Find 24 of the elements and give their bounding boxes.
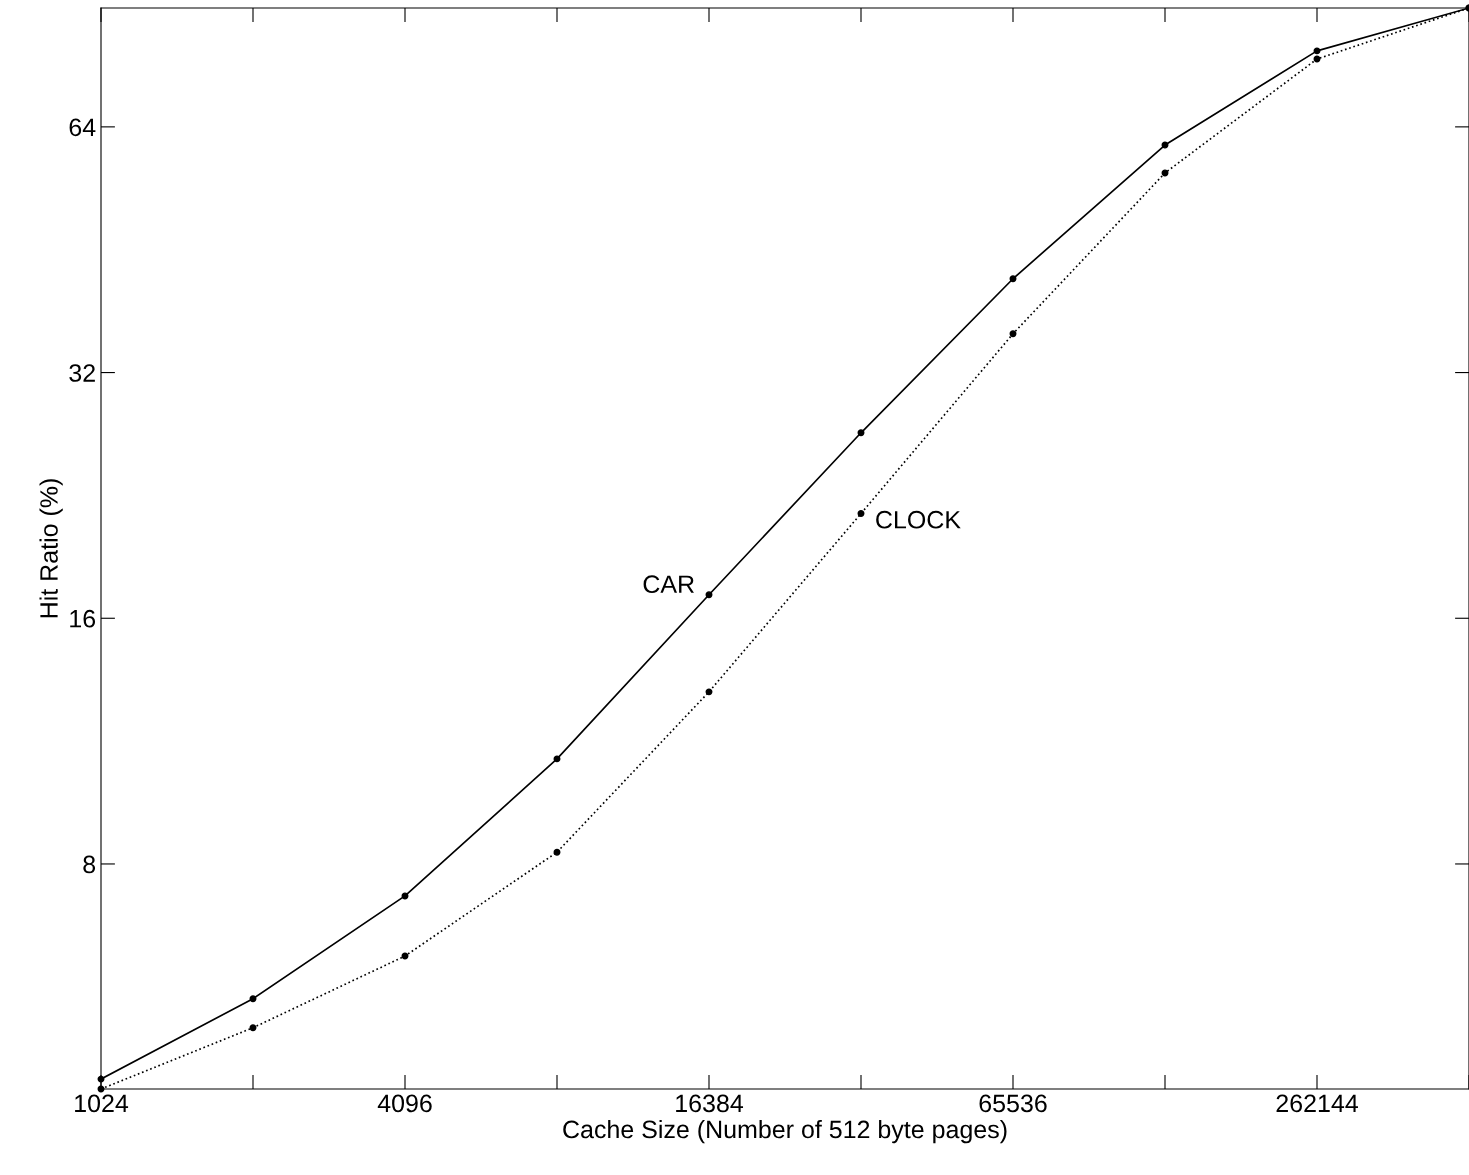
x-axis-title: Cache Size (Number of 512 byte pages) [563, 1119, 1007, 1144]
x-tick-label: 4096 [377, 1094, 432, 1113]
x-tick-label: 1024 [75, 1094, 129, 1113]
x-tick-label: 16384 [676, 1094, 744, 1113]
point [553, 848, 561, 856]
point [705, 688, 713, 696]
point [705, 591, 713, 599]
y-tick-label: 16 [70, 609, 96, 628]
series-label: CAR [643, 575, 694, 594]
point [553, 755, 561, 763]
point [1009, 330, 1017, 338]
series-label: CLOCK [876, 510, 961, 529]
point [857, 510, 865, 518]
x-tick-label: 262144 [1276, 1094, 1358, 1113]
point [249, 995, 257, 1003]
y-axis-title: Hit Ratio (%) [39, 479, 63, 618]
point [249, 1024, 257, 1032]
point [1009, 275, 1017, 283]
point [857, 429, 865, 437]
point [1313, 47, 1321, 55]
y-tick-label: 64 [69, 118, 96, 137]
x-tick-label: 65536 [979, 1094, 1047, 1113]
y-tick-label: 8 [83, 855, 96, 874]
y-tick-label: 32 [69, 364, 95, 382]
